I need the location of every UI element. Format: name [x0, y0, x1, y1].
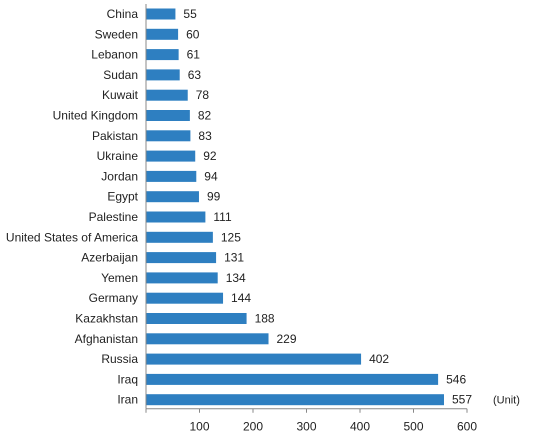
x-axis-unit-label: (Unit): [493, 395, 520, 407]
x-tick-label: 500: [403, 420, 423, 434]
bar: [146, 231, 213, 243]
bar: [146, 110, 190, 121]
category-label: Jordan: [101, 169, 138, 183]
value-label: 55: [183, 7, 197, 21]
category-label: Iran: [117, 393, 138, 407]
value-label: 63: [188, 68, 202, 82]
bar: [146, 353, 362, 365]
category-label: Kazakhstan: [75, 312, 138, 326]
category-label: Palestine: [89, 210, 139, 224]
x-tick-label: 200: [243, 420, 263, 434]
bar: [146, 373, 439, 385]
value-label: 144: [231, 291, 251, 305]
bar: [146, 333, 269, 345]
value-label: 557: [452, 393, 472, 407]
bar: [146, 313, 247, 324]
bar: [146, 150, 196, 162]
bar: [146, 8, 176, 20]
axes-group: [145, 4, 467, 410]
bar: [146, 292, 224, 304]
value-label: 125: [221, 230, 241, 244]
category-label: Germany: [89, 291, 138, 305]
bar: [146, 49, 179, 61]
x-tick-label: 300: [296, 420, 316, 434]
bar: [146, 89, 188, 101]
value-label: 134: [226, 271, 246, 285]
x-tick-label: 600: [457, 420, 477, 434]
category-label: Sudan: [103, 68, 138, 82]
x-tick-label: 100: [189, 420, 209, 434]
category-labels-group: China Sweden Lebanon Sudan Kuwait United King…: [6, 7, 139, 407]
category-label: Yemen: [101, 271, 138, 285]
category-label: Lebanon: [91, 48, 138, 62]
value-label: 61: [187, 48, 201, 62]
bar: [146, 69, 180, 81]
category-label: Sweden: [95, 27, 138, 41]
category-label: Kuwait: [102, 88, 139, 102]
category-label: Ukraine: [97, 149, 139, 163]
value-label: 94: [204, 169, 218, 183]
value-label: 82: [198, 109, 212, 123]
bar: [146, 272, 218, 284]
value-labels-group: 55 60 61 63 78 82 83 92 94 99 111 125 131 134 144 18822…: [183, 7, 472, 407]
value-label: 83: [198, 129, 212, 143]
category-label: China: [107, 7, 139, 21]
category-label: Egypt: [107, 190, 138, 204]
value-label: 131: [224, 251, 244, 265]
category-label: United States of America: [6, 230, 138, 244]
category-label: United Kingdom: [53, 109, 138, 123]
bars-group: [146, 8, 444, 406]
bar: [146, 130, 191, 142]
category-label: Afghanistan: [75, 332, 138, 346]
bar: [146, 191, 199, 203]
bar: [146, 170, 197, 182]
category-label: Iraq: [117, 372, 138, 386]
x-tick-label: 400: [350, 420, 370, 434]
value-label: 99: [207, 190, 221, 204]
x-ticks-group: 100 200 300 400 500 600: [145, 408, 477, 434]
bar: [146, 28, 179, 40]
bar: [146, 394, 444, 406]
value-label: 546: [446, 372, 466, 386]
value-label: 402: [369, 352, 389, 366]
value-label: 229: [277, 332, 297, 346]
value-label: 78: [196, 88, 210, 102]
category-label: Azerbaijan: [81, 251, 138, 265]
category-label: Russia: [101, 352, 138, 366]
value-label: 60: [186, 27, 200, 41]
bar: [146, 252, 217, 264]
value-label: 188: [255, 312, 275, 326]
value-label: 92: [203, 149, 217, 163]
bar: [146, 211, 206, 223]
category-label: Pakistan: [92, 129, 138, 143]
value-label: 111: [213, 210, 232, 224]
